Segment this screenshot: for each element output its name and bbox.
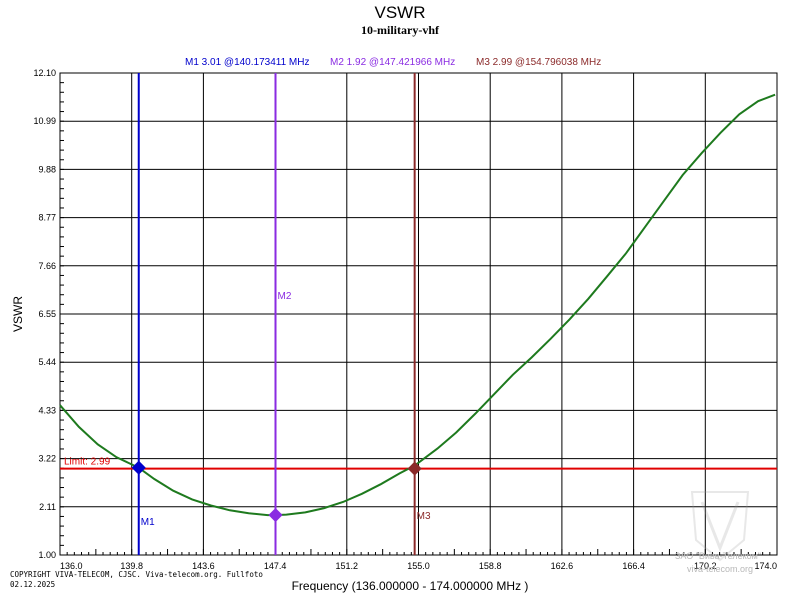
marker-legend-m1: M1 3.01 @140.173411 MHz — [185, 57, 309, 68]
copyright-text: COPYRIGHT VIVA-TELECOM, CJSC. Viva-telec… — [10, 570, 263, 579]
x-tick-label: 174.0 — [754, 561, 777, 571]
watermark-shield — [690, 491, 750, 562]
y-tick-label: 12.10 — [33, 68, 56, 78]
x-tick-label: 170.2 — [694, 561, 717, 571]
chart-title: VSWR — [375, 3, 426, 22]
marker-label-m3: M3 — [417, 511, 431, 522]
y-tick-label: 6.55 — [38, 309, 56, 319]
y-tick-label: 8.77 — [38, 213, 56, 223]
y-tick-label: 10.99 — [33, 116, 56, 126]
x-tick-label: 136.0 — [60, 561, 83, 571]
x-tick-label: 158.8 — [479, 561, 502, 571]
series-layer — [59, 93, 776, 517]
watermark-v-mark — [700, 501, 740, 553]
x-tick-label: 139.8 — [120, 561, 143, 571]
x-tick-label: 155.0 — [407, 561, 430, 571]
y-tick-label: 2.11 — [39, 502, 56, 512]
y-tick-label: 7.66 — [38, 261, 56, 271]
marker-label-m1: M1 — [141, 517, 155, 528]
marker-layer: M1 M2 M3 — [131, 73, 431, 555]
limit-label: Limit: 2.99 — [64, 457, 111, 468]
x-tick-label: 143.6 — [192, 561, 215, 571]
marker-legend-m3: M3 2.99 @154.796038 MHz — [476, 57, 601, 68]
chart-subtitle: 10-military-vhf — [361, 23, 440, 37]
y-tick-label: 3.22 — [38, 454, 56, 464]
y-axis-label: VSWR — [11, 296, 25, 332]
marker-label-m2: M2 — [278, 291, 292, 302]
grid — [60, 73, 777, 555]
watermark-company: ЗАО "Вива-Телеком" — [675, 551, 761, 561]
y-tick-labels: 1.00 2.11 3.22 4.33 5.44 6.55 7.66 8.77 9.88 10.9… — [33, 68, 56, 560]
marker-legend-m2: M2 1.92 @147.421966 MHz — [330, 57, 455, 68]
watermark-site: viva-telecom.org — [687, 564, 753, 574]
x-tick-label: 162.6 — [551, 561, 574, 571]
x-tick-label: 166.4 — [622, 561, 645, 571]
x-tick-label: 151.2 — [336, 561, 359, 571]
y-tick-label: 1.00 — [38, 550, 56, 560]
marker-legend: M1 3.01 @140.173411 MHz M2 1.92 @147.4219… — [185, 57, 601, 68]
y-tick-label: 9.88 — [38, 164, 56, 174]
x-axis-label: Frequency (136.000000 - 174.000000 MHz ) — [292, 579, 529, 593]
marker-point-m1 — [131, 460, 146, 475]
y-tick-label: 4.33 — [38, 405, 56, 415]
minor-ticks — [59, 72, 778, 556]
x-tick-label: 147.4 — [264, 561, 287, 571]
marker-point-m3 — [407, 461, 422, 476]
copyright-date: 02.12.2025 — [10, 580, 55, 589]
series-line-0 — [59, 93, 776, 517]
watermark-logo — [690, 491, 750, 562]
x-tick-labels: 136.0 139.8 143.6 147.4 151.2 155.0 158.8 162.6… — [60, 561, 777, 571]
y-tick-label: 5.44 — [38, 357, 56, 367]
